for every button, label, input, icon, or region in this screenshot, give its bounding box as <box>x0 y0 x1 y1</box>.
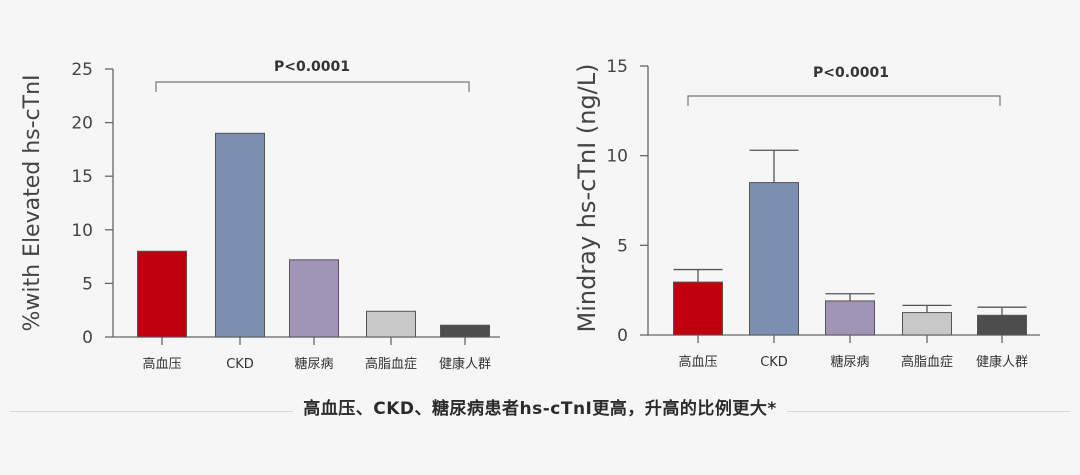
significance-bracket <box>155 81 470 92</box>
figure-caption: 高血压、CKD、糖尿病患者hs-cTnI更高，升高的比例更大* <box>0 394 1080 419</box>
x-tick-label: 健康人群 <box>439 356 491 372</box>
x-tick-label: 健康人群 <box>976 354 1028 370</box>
figure-caption-text: 高血压、CKD、糖尿病患者hs-cTnI更高，升高的比例更大* <box>293 399 787 419</box>
bar <box>440 324 490 338</box>
y-tick-label: 10 <box>606 147 628 167</box>
bar <box>289 259 339 338</box>
y-tick-label: 20 <box>71 114 93 134</box>
x-tick-label: 高脂血症 <box>365 356 417 372</box>
y-tick-label: 15 <box>71 167 93 187</box>
bar <box>366 310 416 338</box>
y-tick-label: 10 <box>71 221 93 241</box>
y-tick-label: 15 <box>606 57 628 77</box>
significance-label: P<0.0001 <box>274 59 350 75</box>
bar <box>825 300 875 336</box>
x-tick-label: 糖尿病 <box>830 354 869 370</box>
x-tick-label: CKD <box>226 357 254 372</box>
y-axis-title: Mindray hs-cTnI (ng/L) <box>573 63 601 332</box>
x-tick-label: 高血压 <box>678 354 717 370</box>
bar <box>673 281 723 336</box>
bar <box>215 132 265 338</box>
chart-mindray-hs-ctni: 0 5 10 15 高血压 CKD 糖尿病 高脂血症 健康人群 P<0.0001 Mindray h… <box>573 57 1040 370</box>
y-tick-label: 5 <box>617 236 628 256</box>
bar <box>902 312 952 336</box>
y-tick-label: 0 <box>82 328 93 348</box>
significance-bracket <box>687 95 1001 106</box>
y-axis-title: %with Elevated hs-cTnI <box>20 74 45 331</box>
x-tick-label: 高脂血症 <box>901 354 953 370</box>
significance-label: P<0.0001 <box>813 65 889 81</box>
x-tick-label: 糖尿病 <box>294 356 333 372</box>
y-tick-label: 0 <box>617 326 628 346</box>
x-tick-label: CKD <box>760 355 788 370</box>
y-tick-label: 5 <box>82 274 93 294</box>
bar <box>977 314 1027 336</box>
bar <box>137 250 187 338</box>
bar <box>749 182 799 336</box>
y-tick-label: 25 <box>71 60 93 80</box>
chart-elevated-percent: 0 5 10 15 20 25 高血压 CKD 糖尿病 高脂血症 健康人群 P<0.0001 %with… <box>20 59 500 372</box>
x-tick-label: 高血压 <box>142 356 181 372</box>
